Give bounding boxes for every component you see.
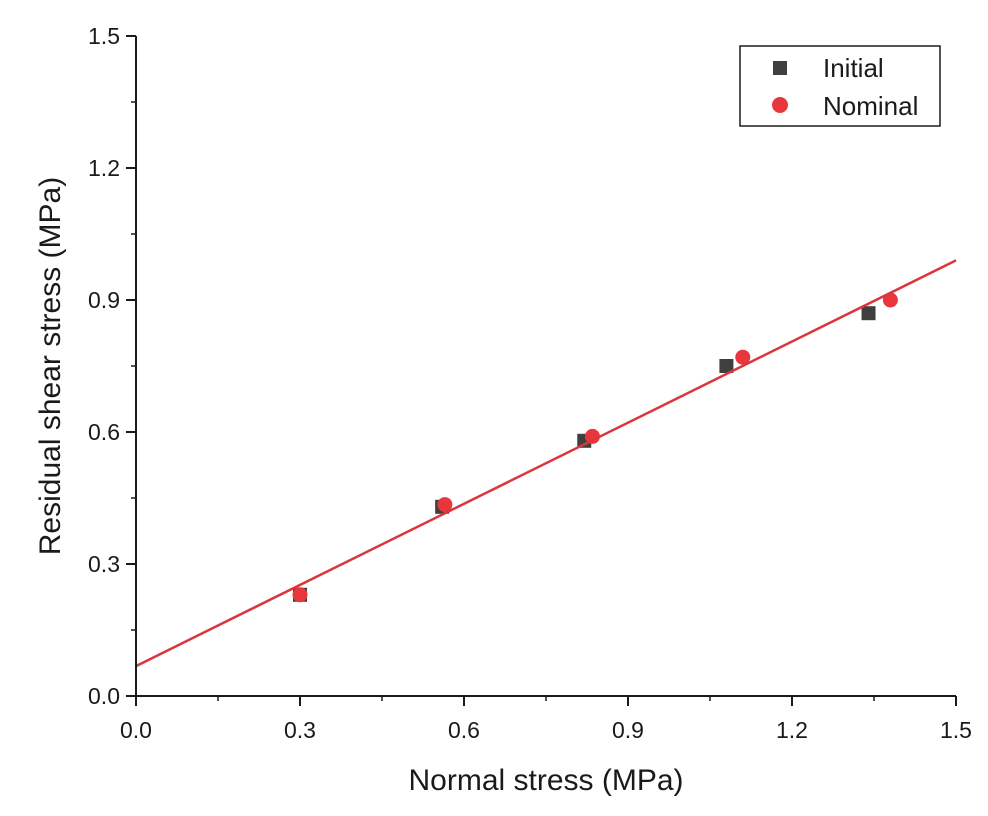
x-tick-label: 0.3 (284, 717, 316, 743)
point-nominal (292, 587, 308, 603)
y-axis-title: Residual shear stress (MPa) (34, 177, 67, 555)
legend-label-nominal: Nominal (823, 91, 918, 121)
point-nominal (437, 497, 453, 513)
point-nominal (882, 292, 898, 308)
x-tick-label: 0.9 (612, 717, 644, 743)
y-tick-label: 0.0 (88, 683, 120, 709)
y-ticks: 0.0 0.3 0.6 0.9 1.2 1.5 (88, 23, 136, 709)
x-tick-label: 0.6 (448, 717, 480, 743)
x-tick-label: 1.5 (940, 717, 972, 743)
legend: Initial Nominal (739, 45, 941, 127)
y-tick-label: 0.9 (88, 287, 120, 313)
y-tick-label: 0.6 (88, 419, 120, 445)
legend-marker-initial (773, 61, 787, 75)
axes (135, 36, 956, 697)
x-tick-label: 0.0 (120, 717, 152, 743)
y-tick-label: 0.3 (88, 551, 120, 577)
plot-area (135, 259, 957, 668)
point-nominal (735, 349, 751, 365)
fit-line (135, 259, 957, 668)
point-initial (719, 359, 734, 373)
x-tick-label: 1.2 (776, 717, 808, 743)
x-ticks: 0.0 0.3 0.6 0.9 1.2 1.5 (120, 696, 972, 743)
y-tick-label: 1.5 (88, 23, 120, 49)
legend-marker-nominal (772, 97, 788, 113)
legend-label-initial: Initial (823, 53, 884, 83)
x-axis-title: Normal stress (MPa) (408, 764, 683, 797)
point-nominal (584, 428, 600, 444)
y-tick-label: 1.2 (88, 155, 120, 181)
legend-box (739, 45, 941, 127)
point-initial (861, 306, 876, 321)
